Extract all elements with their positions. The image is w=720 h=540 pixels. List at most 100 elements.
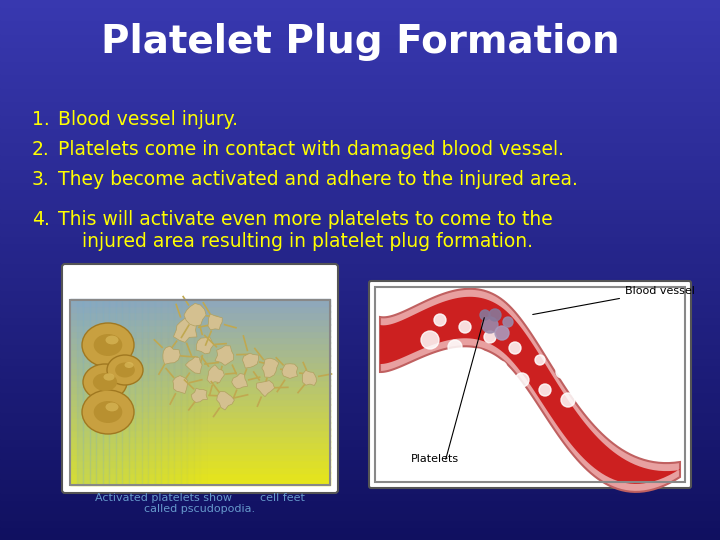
Polygon shape	[207, 364, 225, 383]
Bar	[102, 300, 115, 485]
Bar	[70, 422, 330, 429]
Bar	[70, 373, 330, 380]
Bar	[0, 498, 720, 507]
Bar	[70, 354, 330, 362]
Circle shape	[509, 342, 521, 354]
Bar	[0, 235, 720, 243]
Bar	[0, 174, 720, 183]
Bar	[0, 0, 720, 6]
Circle shape	[606, 411, 618, 423]
Bar	[0, 377, 720, 384]
Bar	[0, 330, 720, 338]
Bar	[70, 435, 330, 442]
Bar	[0, 141, 720, 148]
Bar	[0, 53, 720, 60]
Ellipse shape	[107, 355, 143, 385]
Bar	[0, 161, 720, 168]
Bar	[0, 282, 720, 291]
Bar	[0, 357, 720, 364]
Ellipse shape	[82, 390, 134, 434]
Text: Blood vessel: Blood vessel	[533, 286, 695, 314]
Text: Blood vessel injury.: Blood vessel injury.	[58, 110, 238, 129]
Circle shape	[539, 384, 551, 396]
Bar	[0, 262, 720, 270]
Bar	[0, 323, 720, 330]
Bar	[0, 485, 720, 492]
Bar	[70, 323, 330, 331]
Ellipse shape	[82, 323, 134, 367]
Polygon shape	[185, 357, 202, 374]
Bar	[0, 228, 720, 237]
Bar	[0, 343, 720, 351]
Circle shape	[493, 361, 507, 375]
Text: 3.: 3.	[32, 170, 50, 189]
Ellipse shape	[94, 334, 122, 356]
Bar	[0, 66, 720, 74]
Bar	[70, 460, 330, 467]
Circle shape	[556, 366, 568, 378]
Ellipse shape	[125, 362, 133, 368]
Bar	[375, 287, 685, 482]
Bar	[0, 147, 720, 156]
Bar	[70, 392, 330, 399]
Bar	[70, 361, 330, 368]
Circle shape	[629, 419, 641, 431]
Bar	[0, 525, 720, 534]
Bar	[0, 431, 720, 438]
Bar	[0, 390, 720, 399]
Bar	[0, 505, 720, 513]
Bar	[70, 305, 330, 312]
Bar	[0, 60, 720, 68]
Bar	[109, 300, 122, 485]
Text: They become activated and adhere to the injured area.: They become activated and adhere to the …	[58, 170, 578, 189]
Polygon shape	[174, 318, 197, 342]
Polygon shape	[192, 388, 207, 402]
Polygon shape	[380, 297, 680, 484]
Bar	[70, 416, 330, 423]
Bar	[70, 367, 330, 374]
Bar	[375, 287, 685, 482]
Bar	[0, 39, 720, 47]
Polygon shape	[232, 374, 248, 388]
Circle shape	[480, 310, 490, 320]
Bar	[148, 300, 161, 485]
Circle shape	[535, 355, 545, 365]
Bar	[0, 222, 720, 230]
Bar	[0, 12, 720, 20]
Text: 2.: 2.	[32, 140, 50, 159]
Bar	[0, 289, 720, 297]
Ellipse shape	[93, 373, 117, 391]
Ellipse shape	[94, 401, 122, 423]
Bar	[0, 404, 720, 411]
Polygon shape	[256, 381, 274, 397]
Bar	[0, 411, 720, 418]
Polygon shape	[163, 346, 180, 364]
Bar	[0, 26, 720, 33]
Bar	[0, 438, 720, 446]
Circle shape	[484, 331, 496, 343]
Circle shape	[515, 373, 529, 387]
Bar	[70, 300, 83, 485]
Bar	[122, 300, 135, 485]
Bar	[0, 6, 720, 14]
Ellipse shape	[106, 335, 119, 345]
Bar	[0, 471, 720, 480]
Circle shape	[459, 321, 471, 333]
Bar	[0, 208, 720, 216]
Bar	[0, 127, 720, 135]
Bar	[0, 316, 720, 324]
Bar	[0, 465, 720, 472]
Bar	[0, 195, 720, 202]
Bar	[0, 188, 720, 195]
Bar	[181, 300, 194, 485]
Bar	[70, 478, 330, 485]
Bar	[0, 215, 720, 222]
Bar	[0, 201, 720, 209]
Bar	[0, 309, 720, 317]
Ellipse shape	[104, 373, 114, 381]
Bar	[70, 441, 330, 448]
Text: Platelets come in contact with damaged blood vessel.: Platelets come in contact with damaged b…	[58, 140, 564, 159]
Bar	[0, 336, 720, 345]
Bar	[0, 87, 720, 94]
Polygon shape	[380, 289, 680, 492]
